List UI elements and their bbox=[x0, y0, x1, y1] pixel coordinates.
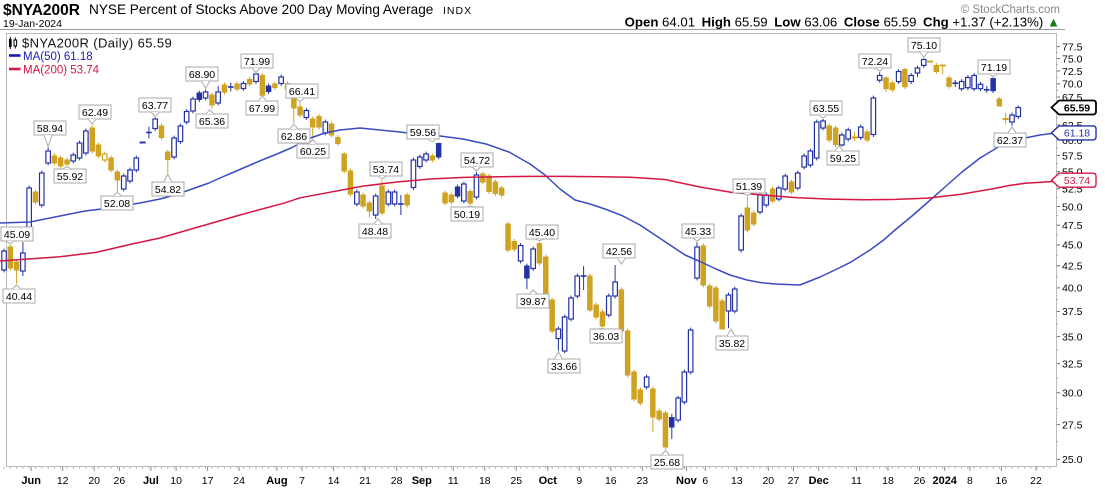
svg-text:$NYA200R (Daily) 65.59: $NYA200R (Daily) 65.59 bbox=[22, 36, 172, 51]
svg-text:62.37: 62.37 bbox=[997, 135, 1023, 147]
svg-text:20: 20 bbox=[762, 475, 774, 487]
svg-text:Jun: Jun bbox=[21, 475, 41, 487]
svg-text:71.99: 71.99 bbox=[244, 56, 270, 68]
svg-text:16: 16 bbox=[605, 475, 617, 487]
svg-text:53.74: 53.74 bbox=[1064, 175, 1090, 187]
svg-text:75.0: 75.0 bbox=[1062, 53, 1083, 65]
svg-text:33.66: 33.66 bbox=[551, 361, 577, 373]
svg-text:53.74: 53.74 bbox=[373, 164, 399, 176]
svg-text:50.0: 50.0 bbox=[1062, 201, 1083, 213]
svg-text:59.56: 59.56 bbox=[410, 127, 436, 139]
svg-text:54.72: 54.72 bbox=[464, 155, 490, 167]
svg-text:$NYA200R: $NYA200R bbox=[3, 2, 80, 19]
svg-text:23: 23 bbox=[636, 475, 648, 487]
svg-text:14: 14 bbox=[328, 475, 340, 487]
svg-text:22: 22 bbox=[1030, 475, 1042, 487]
svg-text:Nov: Nov bbox=[676, 475, 698, 487]
svg-text:9: 9 bbox=[576, 475, 582, 487]
svg-text:Jul: Jul bbox=[143, 475, 159, 487]
svg-text:MA(200) 53.74: MA(200) 53.74 bbox=[23, 65, 100, 77]
svg-text:77.5: 77.5 bbox=[1062, 41, 1083, 53]
svg-text:68.90: 68.90 bbox=[189, 69, 215, 81]
svg-text:48.48: 48.48 bbox=[362, 226, 388, 238]
svg-text:Dec: Dec bbox=[809, 475, 829, 487]
svg-text:21: 21 bbox=[359, 475, 371, 487]
svg-text:72.5: 72.5 bbox=[1062, 66, 1083, 78]
svg-text:60.25: 60.25 bbox=[300, 146, 326, 158]
svg-text:28: 28 bbox=[391, 475, 403, 487]
svg-text:65.36: 65.36 bbox=[199, 116, 225, 128]
svg-text:6: 6 bbox=[702, 475, 708, 487]
svg-text:27.5: 27.5 bbox=[1062, 419, 1083, 431]
svg-text:19-Jan-2024: 19-Jan-2024 bbox=[3, 18, 62, 30]
svg-text:71.19: 71.19 bbox=[981, 62, 1007, 74]
svg-text:25.68: 25.68 bbox=[654, 457, 680, 469]
svg-text:25.0: 25.0 bbox=[1062, 454, 1083, 466]
svg-text:2024: 2024 bbox=[932, 475, 957, 487]
svg-text:42.56: 42.56 bbox=[606, 246, 632, 258]
svg-text:42.5: 42.5 bbox=[1062, 261, 1083, 273]
svg-text:25: 25 bbox=[510, 475, 522, 487]
svg-text:NYSE Percent of Stocks Above 2: NYSE Percent of Stocks Above 200 Day Mov… bbox=[89, 2, 433, 17]
svg-text:72.24: 72.24 bbox=[862, 56, 888, 68]
svg-text:47.5: 47.5 bbox=[1062, 220, 1083, 232]
svg-text:40.0: 40.0 bbox=[1062, 283, 1083, 295]
svg-text:50.19: 50.19 bbox=[454, 209, 480, 221]
svg-text:13: 13 bbox=[731, 475, 743, 487]
svg-text:Open 64.01 High 65.59 Low 63.0: Open 64.01 High 65.59 Low 63.06 Close 65… bbox=[625, 15, 1060, 30]
svg-text:32.5: 32.5 bbox=[1062, 358, 1083, 370]
svg-text:62.86: 62.86 bbox=[281, 131, 307, 143]
svg-text:Oct: Oct bbox=[539, 475, 558, 487]
svg-text:8: 8 bbox=[967, 475, 973, 487]
svg-text:35.0: 35.0 bbox=[1062, 331, 1083, 343]
svg-text:26: 26 bbox=[114, 475, 126, 487]
svg-text:67.99: 67.99 bbox=[249, 103, 275, 115]
svg-text:7: 7 bbox=[299, 475, 305, 487]
svg-text:62.49: 62.49 bbox=[82, 107, 108, 119]
svg-text:45.09: 45.09 bbox=[4, 229, 30, 241]
svg-text:12: 12 bbox=[57, 475, 69, 487]
svg-text:18: 18 bbox=[479, 475, 491, 487]
svg-text:Aug: Aug bbox=[266, 475, 287, 487]
svg-text:66.41: 66.41 bbox=[289, 86, 315, 98]
svg-text:52.08: 52.08 bbox=[104, 198, 130, 210]
svg-text:63.55: 63.55 bbox=[813, 103, 839, 115]
svg-text:Sep: Sep bbox=[412, 475, 432, 487]
svg-text:16: 16 bbox=[996, 475, 1008, 487]
svg-text:27: 27 bbox=[788, 475, 800, 487]
svg-text:45.40: 45.40 bbox=[529, 227, 555, 239]
svg-text:75.10: 75.10 bbox=[911, 40, 937, 52]
svg-text:61.18: 61.18 bbox=[1064, 128, 1090, 140]
svg-text:17: 17 bbox=[202, 475, 214, 487]
svg-text:59.25: 59.25 bbox=[830, 153, 856, 165]
svg-text:26: 26 bbox=[914, 475, 926, 487]
svg-text:57.5: 57.5 bbox=[1062, 150, 1083, 162]
svg-text:45.33: 45.33 bbox=[685, 226, 711, 238]
svg-text:39.87: 39.87 bbox=[520, 296, 546, 308]
svg-text:24: 24 bbox=[233, 475, 245, 487]
svg-text:63.77: 63.77 bbox=[142, 100, 168, 112]
svg-text:70.0: 70.0 bbox=[1062, 79, 1083, 91]
svg-text:45.0: 45.0 bbox=[1062, 240, 1083, 252]
svg-text:35.82: 35.82 bbox=[719, 338, 745, 350]
svg-text:40.44: 40.44 bbox=[6, 291, 32, 303]
svg-text:30.0: 30.0 bbox=[1062, 388, 1083, 400]
svg-text:11: 11 bbox=[851, 475, 862, 487]
svg-text:INDX: INDX bbox=[443, 5, 472, 17]
svg-text:20: 20 bbox=[88, 475, 100, 487]
svg-text:36.03: 36.03 bbox=[593, 331, 619, 343]
svg-text:© StockCharts.com: © StockCharts.com bbox=[961, 4, 1060, 16]
svg-text:18: 18 bbox=[882, 475, 894, 487]
svg-text:11: 11 bbox=[448, 475, 459, 487]
svg-text:55.92: 55.92 bbox=[57, 171, 83, 183]
svg-text:10: 10 bbox=[170, 475, 182, 487]
svg-text:MA(50) 61.18: MA(50) 61.18 bbox=[23, 51, 93, 63]
svg-text:51.39: 51.39 bbox=[736, 181, 762, 193]
svg-text:65.59: 65.59 bbox=[1064, 102, 1090, 114]
svg-text:58.94: 58.94 bbox=[37, 123, 63, 135]
svg-text:54.82: 54.82 bbox=[155, 184, 181, 196]
svg-text:37.5: 37.5 bbox=[1062, 306, 1083, 318]
